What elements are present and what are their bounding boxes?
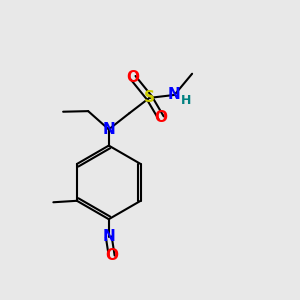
Text: H: H <box>180 94 191 107</box>
Text: O: O <box>155 110 168 125</box>
Text: O: O <box>105 248 118 263</box>
Text: N: N <box>102 230 115 244</box>
Text: N: N <box>102 122 115 137</box>
Text: O: O <box>127 70 140 86</box>
Text: S: S <box>144 90 155 105</box>
Text: N: N <box>168 87 181 102</box>
